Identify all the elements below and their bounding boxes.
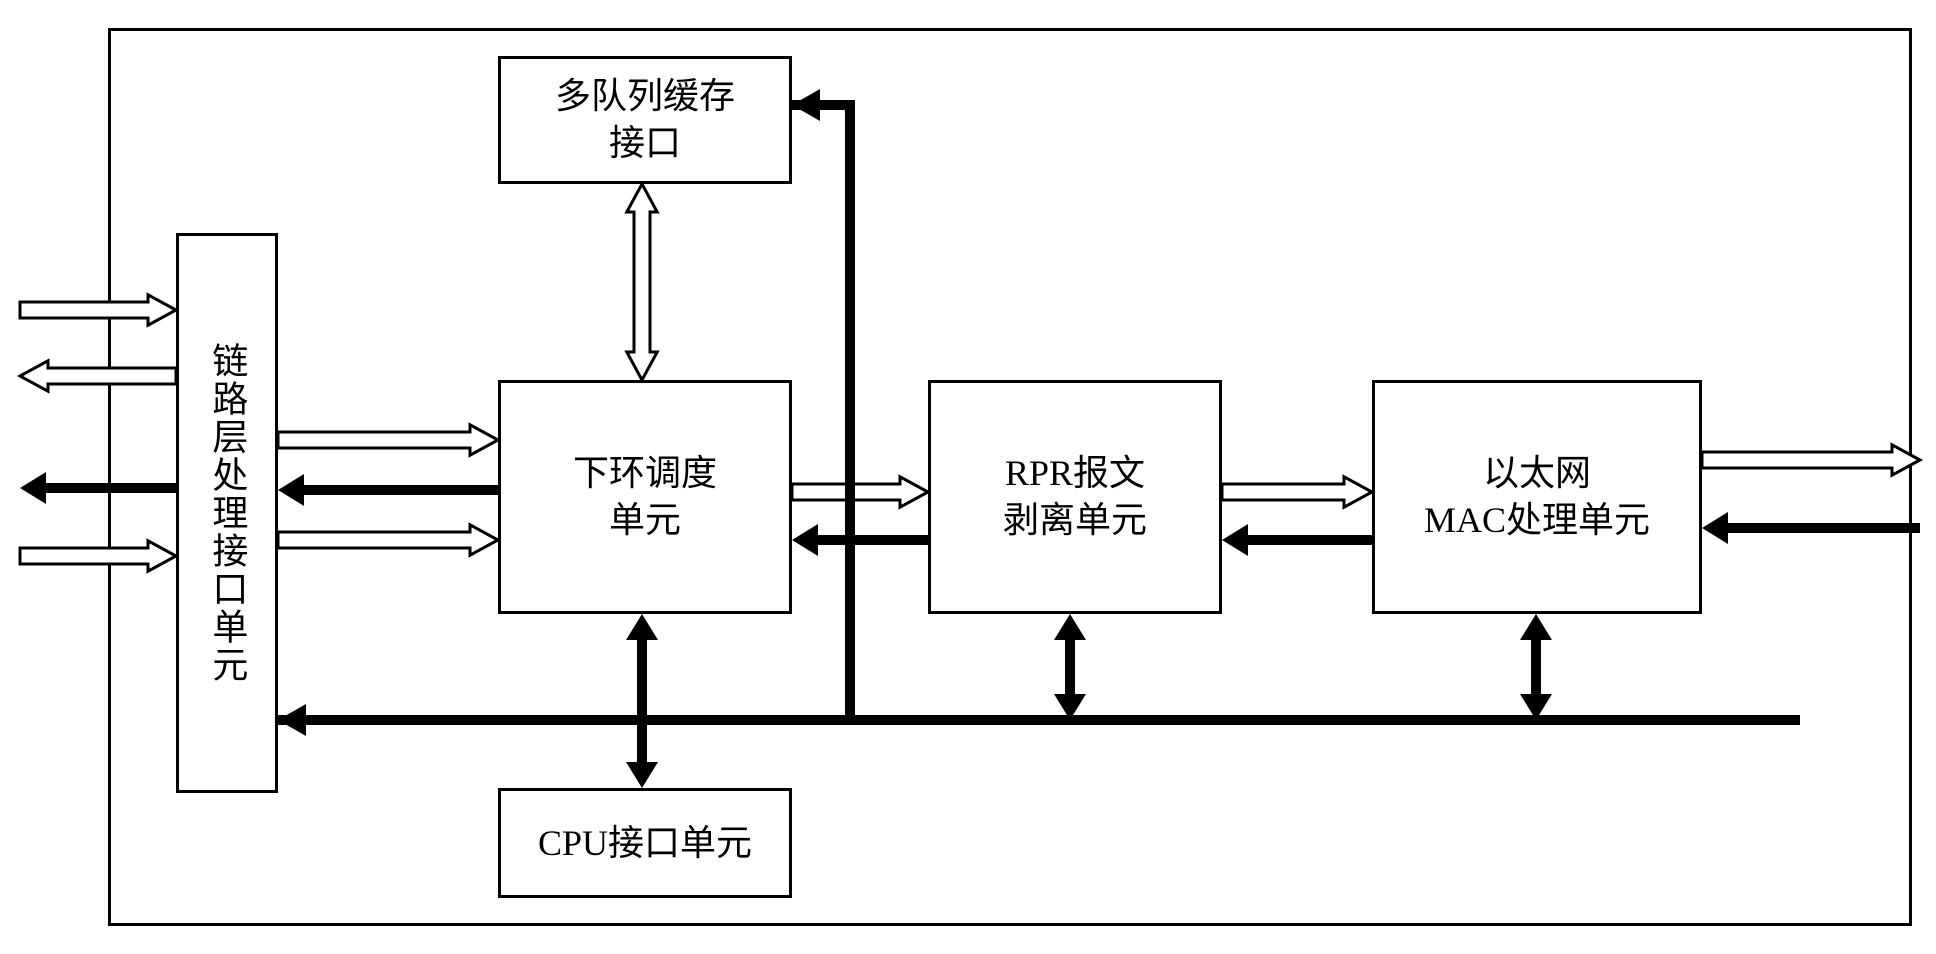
box-down-ring: 下环调度单元	[498, 380, 792, 614]
label-down-ring: 下环调度单元	[573, 450, 717, 544]
box-eth-mac: 以太网MAC处理单元	[1372, 380, 1702, 614]
box-multi-queue: 多队列缓存接口	[498, 56, 792, 184]
label-multi-queue: 多队列缓存接口	[555, 73, 735, 167]
box-cpu: CPU接口单元	[498, 788, 792, 898]
label-link-layer: 链路层处理接口单元	[204, 342, 251, 684]
label-cpu: CPU接口单元	[538, 820, 752, 867]
label-rpr-strip: RPR报文剥离单元	[1003, 450, 1147, 544]
box-link-layer: 链路层处理接口单元	[176, 233, 278, 793]
label-eth-mac: 以太网MAC处理单元	[1424, 450, 1650, 544]
box-rpr-strip: RPR报文剥离单元	[928, 380, 1222, 614]
